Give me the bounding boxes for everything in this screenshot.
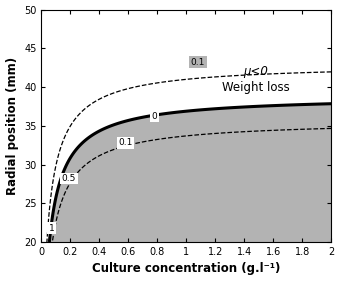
Text: 0: 0 <box>152 112 157 121</box>
Y-axis label: Radial position (mm): Radial position (mm) <box>5 57 19 195</box>
Text: 0.1: 0.1 <box>191 58 205 67</box>
Text: 0.1: 0.1 <box>118 138 133 147</box>
X-axis label: Culture concentration (g.l⁻¹): Culture concentration (g.l⁻¹) <box>92 262 280 275</box>
Text: Weight loss: Weight loss <box>222 81 290 94</box>
Text: 1: 1 <box>49 224 54 233</box>
Text: 0.5: 0.5 <box>62 174 76 183</box>
Text: μ<0: μ<0 <box>243 65 268 78</box>
